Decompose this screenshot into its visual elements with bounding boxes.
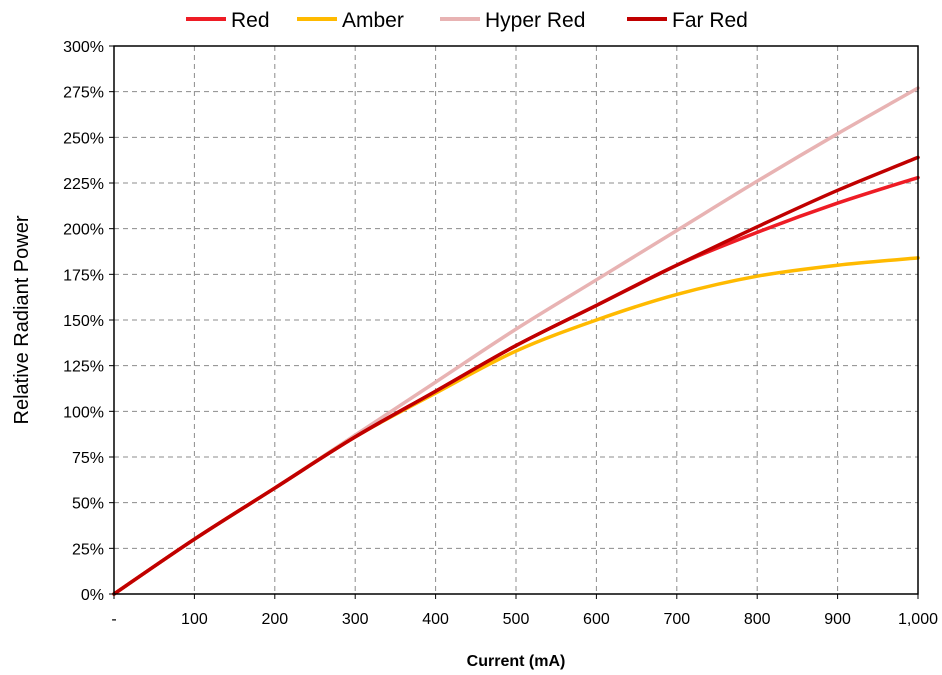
- series-lines: [112, 86, 920, 596]
- x-tick-label: 900: [824, 611, 851, 628]
- x-tick-label: 600: [583, 611, 610, 628]
- x-tick-label: 500: [503, 611, 530, 628]
- legend-label-hyper-red: Hyper Red: [485, 9, 585, 32]
- x-tick-label: 700: [663, 611, 690, 628]
- x-axis-title: Current (mA): [467, 653, 566, 670]
- y-tick-label: 100%: [63, 404, 104, 421]
- y-tick-label: 0%: [81, 587, 104, 604]
- y-tick-label: 150%: [63, 313, 104, 330]
- legend-label-amber: Amber: [342, 9, 404, 32]
- x-tick-label: 200: [261, 611, 288, 628]
- y-axis-title: Relative Radiant Power: [11, 215, 33, 424]
- x-tick-label: 400: [422, 611, 449, 628]
- grid-lines: [114, 46, 918, 594]
- x-tick-label: 300: [342, 611, 369, 628]
- x-tick-label: -: [111, 611, 116, 628]
- y-tick-label: 75%: [72, 450, 104, 467]
- series-line-far-red: [112, 155, 920, 596]
- y-axis-ticks: 0% 25% 50% 75% 100% 125% 150% 175% 200% 225% 250% 2…: [63, 39, 114, 604]
- x-axis-ticks: - 100 200 300 400 500 600 700 800 900 1,000: [111, 594, 938, 628]
- y-tick-label: 200%: [63, 222, 104, 239]
- x-tick-label: 800: [744, 611, 771, 628]
- legend-label-far-red: Far Red: [672, 9, 748, 32]
- x-tick-label: 100: [181, 611, 208, 628]
- y-tick-label: 250%: [63, 130, 104, 147]
- y-tick-label: 225%: [63, 176, 104, 193]
- y-tick-label: 50%: [72, 496, 104, 513]
- legend: Red Amber Hyper Red Far Red: [186, 9, 748, 32]
- y-tick-label: 125%: [63, 359, 104, 376]
- y-tick-label: 25%: [72, 541, 104, 558]
- y-tick-label: 300%: [63, 39, 104, 56]
- legend-label-red: Red: [231, 9, 270, 32]
- x-tick-label: 1,000: [898, 611, 938, 628]
- y-tick-label: 275%: [63, 85, 104, 102]
- y-tick-label: 175%: [63, 267, 104, 284]
